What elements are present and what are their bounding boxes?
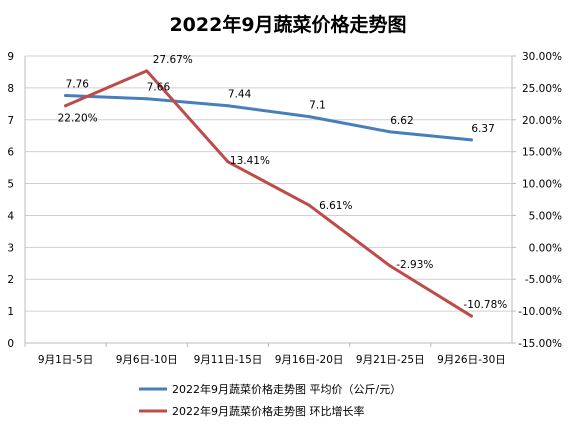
- data-point: [145, 97, 149, 101]
- data-label: 7.1: [309, 100, 326, 112]
- data-label: -10.78%: [463, 299, 507, 311]
- left-tick-label: 7: [7, 115, 14, 127]
- left-tick-label: 6: [7, 147, 14, 159]
- right-tick-label: 5.00%: [529, 210, 562, 222]
- data-point: [145, 69, 149, 73]
- legend-label-growth: 2022年9月蔬菜价格走势图 环比增长率: [172, 404, 365, 418]
- series-layer: [64, 69, 473, 318]
- grid-layer: [25, 55, 512, 344]
- data-point: [388, 264, 392, 268]
- data-label: 6.62: [390, 115, 413, 127]
- data-point: [64, 94, 68, 98]
- right-tick-label: -5.00%: [525, 274, 562, 286]
- left-tick-label: 2: [7, 274, 14, 286]
- data-label: 13.41%: [230, 155, 270, 167]
- left-tick-label: 5: [7, 179, 14, 191]
- axis-layer: 0 1 2 3 4 5 6 7 8 9 -15.00% -10.00% -5.00% 0.00% 5.00%…: [7, 51, 562, 366]
- series-line-1: [64, 69, 473, 318]
- data-label: 7.76: [66, 79, 90, 91]
- right-tick-label: 30.00%: [522, 51, 562, 63]
- data-point: [388, 130, 392, 134]
- right-tick-label: 15.00%: [522, 147, 562, 159]
- data-label: -2.93%: [396, 259, 433, 271]
- right-tick-label: 10.00%: [522, 179, 562, 191]
- data-point: [307, 203, 311, 207]
- left-tick-label: 3: [7, 242, 14, 254]
- data-label: 22.20%: [58, 113, 98, 125]
- right-tick-label: 0.00%: [529, 242, 562, 254]
- x-tick-label: 9月6日-10日: [116, 354, 178, 366]
- legend: 2022年9月蔬菜价格走势图 平均价（公斤/元） 2022年9月蔬菜价格走势图 …: [139, 382, 401, 418]
- data-point: [226, 104, 230, 108]
- x-tick-label: 9月26日-30日: [437, 354, 506, 366]
- x-tick-label: 9月16日-20日: [275, 354, 344, 366]
- data-label: 27.67%: [153, 54, 193, 66]
- chart-title: 2022年9月蔬菜价格走势图: [169, 13, 406, 36]
- x-tick-label: 9月11日-15日: [194, 354, 263, 366]
- left-tick-label: 0: [7, 338, 14, 350]
- left-tick-label: 1: [7, 306, 14, 318]
- right-tick-label: -10.00%: [518, 306, 562, 318]
- right-tick-label: 25.00%: [522, 83, 562, 95]
- data-label: 7.66: [147, 82, 171, 94]
- right-tick-label: 20.00%: [522, 115, 562, 127]
- data-label: 6.37: [471, 123, 494, 135]
- data-point: [469, 138, 473, 142]
- data-label: 7.44: [228, 89, 252, 101]
- left-tick-label: 4: [7, 210, 14, 222]
- x-tick-label: 9月21日-25日: [356, 354, 425, 366]
- data-label: 6.61%: [319, 200, 352, 212]
- data-point: [469, 314, 473, 318]
- left-tick-label: 9: [7, 51, 14, 63]
- series-line-0: [64, 94, 473, 142]
- x-tick-label: 9月1日-5日: [38, 354, 93, 366]
- data-label-layer: 7.76 7.66 7.44 7.1 6.62 6.37 22.20% 27.67% 13.41…: [58, 54, 508, 311]
- data-point: [307, 115, 311, 119]
- legend-label-price: 2022年9月蔬菜价格走势图 平均价（公斤/元）: [172, 382, 401, 396]
- data-point: [64, 104, 68, 108]
- right-tick-label: -15.00%: [518, 338, 562, 350]
- left-tick-label: 8: [7, 83, 14, 95]
- data-point: [226, 160, 230, 164]
